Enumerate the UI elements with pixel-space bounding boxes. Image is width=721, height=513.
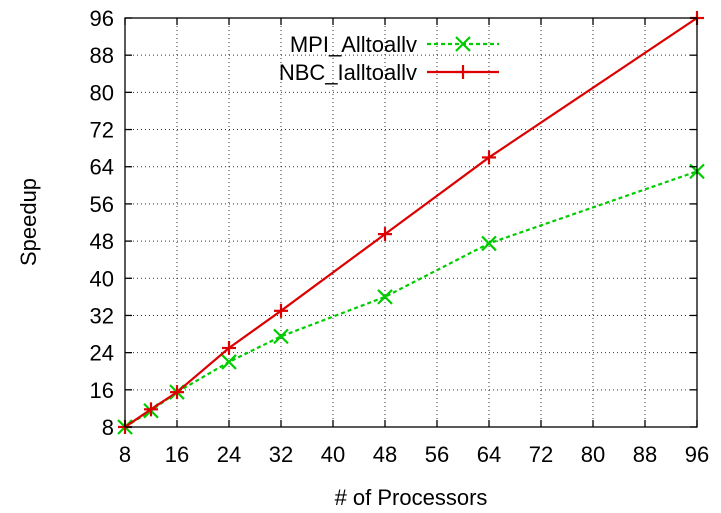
nbc-ialltoallv-point <box>170 385 184 400</box>
y-tick-label: 80 <box>90 80 114 105</box>
mpi-alltoallv-line <box>124 170 698 428</box>
y-tick-label: 56 <box>90 192 114 217</box>
nbc-ialltoallv-point <box>144 402 158 417</box>
x-tick-label: 40 <box>321 442 345 467</box>
mpi-alltoallv-legend-label: MPI_Alltoallv <box>290 32 417 57</box>
mpi-alltoallv-point <box>273 328 289 345</box>
mpi-alltoallv-point <box>377 289 393 305</box>
y-tick-label: 64 <box>90 155 114 180</box>
legend: MPI_Alltoallv NBC_Ialltoallv <box>279 32 499 85</box>
x-tick-label: 48 <box>373 442 397 467</box>
x-tick-label: 96 <box>685 442 709 467</box>
y-tick-label: 16 <box>90 378 114 403</box>
nbc-ialltoallv-legend-marker <box>456 65 470 79</box>
x-tick-label: 16 <box>165 442 189 467</box>
y-tick-label: 96 <box>90 6 114 31</box>
nbc-ialltoallv-point <box>482 150 496 165</box>
y-tick-label: 72 <box>90 118 114 143</box>
mpi-alltoallv-point <box>221 354 237 370</box>
x-tick-label: 64 <box>477 442 501 467</box>
plot-frame <box>124 17 698 428</box>
axis-ticks <box>124 17 698 428</box>
y-tick-label: 8 <box>102 415 114 440</box>
x-tick-label: 24 <box>217 442 241 467</box>
x-tick-label: 32 <box>269 442 293 467</box>
y-axis-label: Speedup <box>16 178 41 266</box>
x-axis-label: # of Processors <box>335 485 488 510</box>
y-axis-tick-labels: 8 16 24 32 40 48 56 64 72 80 88 96 <box>90 6 114 440</box>
x-tick-label: 56 <box>425 442 449 467</box>
x-axis-tick-labels: 8 16 24 32 40 48 56 64 72 80 88 96 <box>119 442 709 467</box>
mpi-alltoallv-point <box>481 235 497 252</box>
x-tick-label: 72 <box>529 442 553 467</box>
nbc-ialltoallv-line <box>124 17 698 428</box>
mpi-alltoallv-series <box>117 163 705 435</box>
nbc-ialltoallv-point <box>274 303 288 318</box>
y-tick-label: 40 <box>90 266 114 291</box>
nbc-ialltoallv-point <box>222 340 236 355</box>
x-tick-label: 80 <box>581 442 605 467</box>
series-layer <box>117 11 705 435</box>
y-tick-label: 24 <box>90 341 114 366</box>
x-tick-label: 88 <box>633 442 657 467</box>
nbc-ialltoallv-legend-label: NBC_Ialltoallv <box>279 60 417 85</box>
nbc-ialltoallv-point <box>378 227 392 242</box>
mpi-alltoallv-legend-marker <box>455 36 471 52</box>
x-tick-label: 8 <box>119 442 131 467</box>
y-tick-label: 88 <box>90 43 114 68</box>
y-tick-label: 32 <box>90 303 114 328</box>
y-tick-label: 48 <box>90 229 114 254</box>
